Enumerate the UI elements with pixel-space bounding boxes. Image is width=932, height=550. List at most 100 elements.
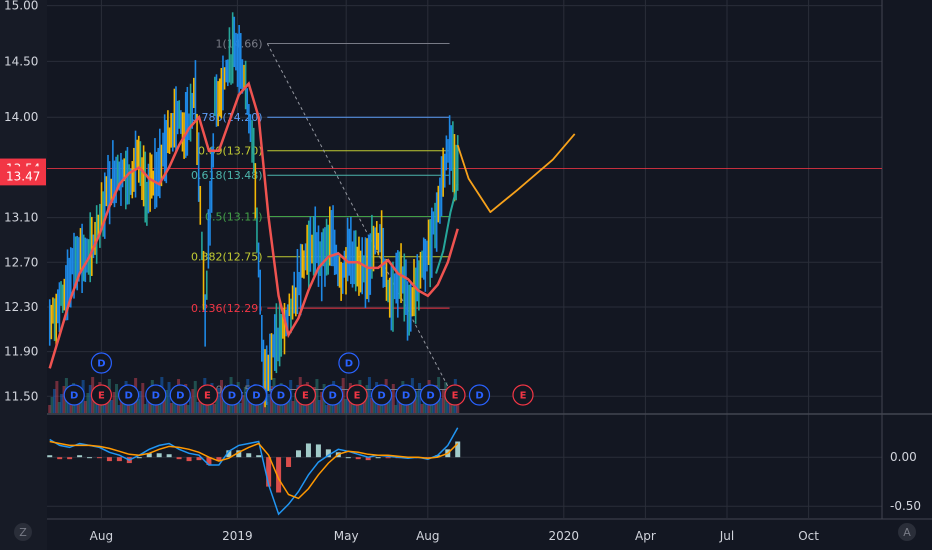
price-label-box [0,166,46,186]
macd-axis-tick: -0.50 [890,499,921,513]
price-axis-tick: 11.50 [4,389,38,403]
left-toolbar-strip [0,0,47,550]
macd-histogram-bar [206,457,212,466]
event-marker-top-circle [90,352,113,374]
volume-bar [282,404,286,413]
time-axis-tick: Aug [416,529,439,543]
volume-bar [315,379,319,413]
event-marker-label: D [426,391,434,402]
macd-pane: 0.00 -0.50 [47,427,921,516]
volume-bar [62,386,66,413]
volume-bar [100,403,104,413]
volume-bar [88,385,92,413]
zoom-toggle-label: Z [19,526,27,539]
event-marker-label: D [176,391,184,402]
volume-bar [110,400,114,413]
volume-bar [153,401,157,413]
time-axis-tick: May [334,529,359,543]
volume-bar [55,381,59,413]
event-marker-circle [245,384,268,406]
event-marker-top-circle [338,352,360,374]
event-marker-circle [145,384,167,406]
volume-bar [67,399,71,413]
volume-bar [415,391,419,413]
event-marker-top-label: D [97,359,105,370]
macd-histogram-bar [77,455,83,458]
price-axis: 15.00 14.50 14.00 13.10 12.70 12.30 11.90 11.50… [0,0,46,403]
volume-bar [57,402,61,413]
volume-bar [267,394,271,413]
event-marker-label: D [228,391,236,402]
fib-trend-line [266,43,451,390]
volume-bar [84,401,88,413]
macd-histogram-bar [226,450,232,458]
macd-histogram-bar [196,457,202,461]
auto-scale-circle [898,523,916,541]
grid-lines [47,0,882,518]
macd-histogram-bar [176,457,182,460]
volume-bar [248,400,252,413]
volume-bar [112,392,116,413]
volume-bar [255,405,259,413]
price-axis-tick: 12.30 [4,300,38,314]
event-marker-circle [118,384,140,406]
macd-histogram-bar [236,450,242,458]
volume-bar [198,394,202,413]
volume-bar [74,404,78,413]
volume-bar [394,405,398,413]
event-marker-label: D [252,391,260,402]
volume-bar [50,397,54,413]
volume-bar [60,394,64,413]
volume-bar [143,404,147,413]
event-marker-circle [512,384,534,406]
volume-bar [119,397,123,413]
volume-bar [117,405,121,413]
macd-histogram-bar [57,457,63,460]
macd-histogram-bar [166,454,172,458]
volume-bar [413,399,417,413]
macd-histogram-bar [87,457,93,459]
macd-histogram-bar [365,457,371,461]
time-axis-tick: Aug [90,529,113,543]
event-marker-circle [294,384,316,406]
volume-bar [308,403,312,413]
macd-histogram-bar [315,444,321,458]
volume-bar [169,403,173,413]
event-marker-label: D [70,391,78,402]
macd-histogram-bar [216,457,222,462]
volume-bar [86,393,90,413]
volume-bar [293,393,297,413]
volume-bar [363,393,367,413]
price-axis-tick: 13.10 [4,211,38,225]
volume-bar [420,404,424,413]
fast-average-line [435,183,459,274]
event-marker-circle [370,384,393,406]
fib-level-label: 0.69(13.70) [198,145,263,158]
event-marker-label: E [354,391,361,402]
volume-bar [186,405,190,413]
price-axis-tick: 11.90 [4,345,38,359]
macd-histogram-bar [286,457,292,467]
volume-bar [439,398,443,413]
zoom-toggle-button[interactable]: Z [14,523,32,541]
volume-bar [365,385,369,413]
macd-histogram-bar [345,457,351,459]
volume-bar [196,402,200,413]
volume-bar [165,390,169,413]
volume-bar [446,403,450,413]
event-marker-label: D [124,391,132,402]
event-marker-label: D [328,391,336,402]
macd-axis-tick: 0.00 [890,450,917,464]
auto-scale-button[interactable]: A [898,523,916,541]
volume-bar [52,389,56,413]
event-marker-label: D [402,391,410,402]
volume-bar [217,388,221,413]
volume-bar [115,384,119,413]
volume-bar [274,399,278,413]
event-marker-label: E [520,391,527,402]
volume-bar [310,395,314,413]
macd-histogram-bar [256,455,262,458]
